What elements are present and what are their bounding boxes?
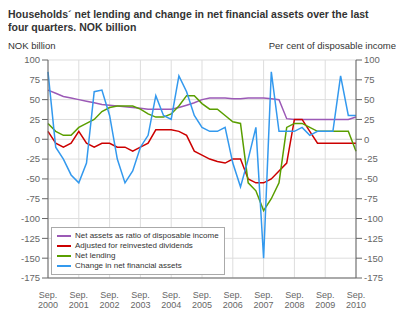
html-text:Per cent of disposable income: Per cent of disposable income [268, 40, 396, 51]
svg-text:-75: -75 [364, 193, 378, 204]
svg-text:-125: -125 [364, 233, 383, 244]
svg-text:Sep.2007: Sep.2007 [254, 290, 274, 310]
svg-text:25: 25 [364, 114, 375, 125]
svg-text:75: 75 [364, 74, 375, 85]
html-text:Net assets as ratio of disposa: Net assets as ratio of disposable income [75, 231, 219, 240]
svg-text:50: 50 [29, 94, 40, 105]
svg-text:100: 100 [24, 54, 40, 65]
svg-text:Sep.2002: Sep.2002 [100, 290, 120, 310]
html-text:Adjusted for reinvested divide: Adjusted for reinvested dividends [75, 241, 193, 250]
svg-text:-25: -25 [364, 153, 378, 164]
svg-text:Sep.2010: Sep.2010 [346, 290, 366, 310]
html-text:Net lending: Net lending [75, 251, 116, 260]
html-text:Change in net financial assets: Change in net financial assets [75, 261, 182, 270]
svg-text:-50: -50 [364, 173, 378, 184]
svg-text:-25: -25 [26, 153, 40, 164]
svg-text:100: 100 [364, 54, 380, 65]
svg-text:Sep.2004: Sep.2004 [161, 290, 181, 310]
svg-text:50: 50 [364, 94, 375, 105]
svg-text:Sep.2000: Sep.2000 [38, 290, 58, 310]
svg-text:-150: -150 [364, 253, 383, 264]
svg-text:Sep.2006: Sep.2006 [223, 290, 243, 310]
html-text:four quarters. NOK billion: four quarters. NOK billion [8, 21, 137, 33]
svg-text:Sep.2005: Sep.2005 [192, 290, 212, 310]
svg-text:-100: -100 [364, 213, 383, 224]
svg-text:0: 0 [364, 134, 369, 145]
svg-text:75: 75 [29, 74, 40, 85]
svg-text:0: 0 [35, 134, 40, 145]
svg-text:-50: -50 [26, 173, 40, 184]
svg-text:-75: -75 [26, 193, 40, 204]
svg-text:Sep.2001: Sep.2001 [69, 290, 89, 310]
svg-text:Sep.2008: Sep.2008 [284, 290, 304, 310]
svg-text:-175: -175 [21, 272, 40, 283]
svg-text:Sep.2009: Sep.2009 [315, 290, 335, 310]
svg-text:Sep.2003: Sep.2003 [130, 290, 150, 310]
svg-text:-150: -150 [21, 253, 40, 264]
svg-text:25: 25 [29, 114, 40, 125]
svg-text:-100: -100 [21, 213, 40, 224]
html-text:NOK billion: NOK billion [8, 40, 56, 51]
html-text:Households´ net lending and ch: Households´ net lending and change in ne… [8, 8, 369, 20]
svg-text:-175: -175 [364, 272, 383, 283]
svg-text:-125: -125 [21, 233, 40, 244]
